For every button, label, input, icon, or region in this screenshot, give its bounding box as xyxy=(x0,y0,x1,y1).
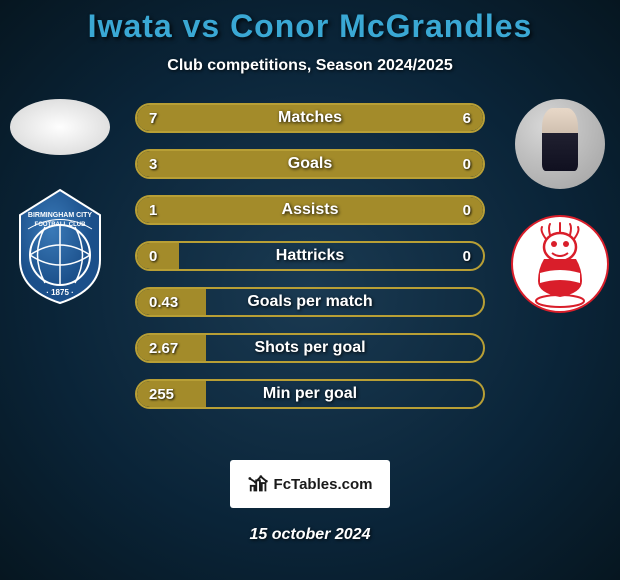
stat-row: 7 Matches 6 xyxy=(135,103,485,133)
stat-right-value: 6 xyxy=(463,110,471,127)
stat-row: 2.67 Shots per goal xyxy=(135,333,485,363)
stat-row: 3 Goals 0 xyxy=(135,149,485,179)
stat-label: Min per goal xyxy=(263,385,357,403)
stat-left-value: 3 xyxy=(149,156,157,173)
club-badge-right xyxy=(510,209,610,329)
stat-label: Goals per match xyxy=(247,293,372,311)
stat-right-value: 0 xyxy=(463,156,471,173)
left-column: BIRMINGHAM CITY FOOTBALL CLUB · 1875 · xyxy=(10,103,110,305)
comparison-area: BIRMINGHAM CITY FOOTBALL CLUB · 1875 · xyxy=(0,103,620,409)
stat-row: 1 Assists 0 xyxy=(135,195,485,225)
chart-icon xyxy=(248,473,270,495)
stat-left-value: 1 xyxy=(149,202,157,219)
stat-row: 255 Min per goal xyxy=(135,379,485,409)
stat-left-value: 0 xyxy=(149,248,157,265)
stat-left-value: 7 xyxy=(149,110,157,127)
svg-text:· 1875 ·: · 1875 · xyxy=(46,288,74,297)
stat-label: Goals xyxy=(288,155,332,173)
club-badge-left: BIRMINGHAM CITY FOOTBALL CLUB · 1875 · xyxy=(10,185,110,305)
stat-label: Assists xyxy=(282,201,339,219)
stat-left-value: 2.67 xyxy=(149,340,178,357)
player-left-avatar xyxy=(10,99,110,155)
content: Iwata vs Conor McGrandles Club competiti… xyxy=(0,0,620,580)
stat-label: Matches xyxy=(278,109,342,127)
stat-fill xyxy=(137,243,179,269)
date: 15 october 2024 xyxy=(250,526,371,544)
stats-list: 7 Matches 6 3 Goals 0 1 Assists 0 0 Hattricks 0 0.43… xyxy=(135,103,485,409)
stat-right-value: 0 xyxy=(463,202,471,219)
stat-left-value: 0.43 xyxy=(149,294,178,311)
stat-row: 0.43 Goals per match xyxy=(135,287,485,317)
stat-right-value: 0 xyxy=(463,248,471,265)
stat-label: Hattricks xyxy=(276,247,344,265)
player-right-avatar xyxy=(515,99,605,189)
page-title: Iwata vs Conor McGrandles xyxy=(88,8,533,45)
svg-text:FOOTBALL CLUB: FOOTBALL CLUB xyxy=(35,222,87,228)
logo-text: FcTables.com xyxy=(274,476,373,493)
stat-label: Shots per goal xyxy=(254,339,365,357)
fctables-logo: FcTables.com xyxy=(230,460,390,508)
footer: FcTables.com 15 october 2024 xyxy=(230,460,390,544)
subtitle: Club competitions, Season 2024/2025 xyxy=(167,57,452,75)
svg-text:BIRMINGHAM CITY: BIRMINGHAM CITY xyxy=(28,212,92,219)
stat-row: 0 Hattricks 0 xyxy=(135,241,485,271)
right-column xyxy=(510,103,610,329)
stat-left-value: 255 xyxy=(149,386,174,403)
